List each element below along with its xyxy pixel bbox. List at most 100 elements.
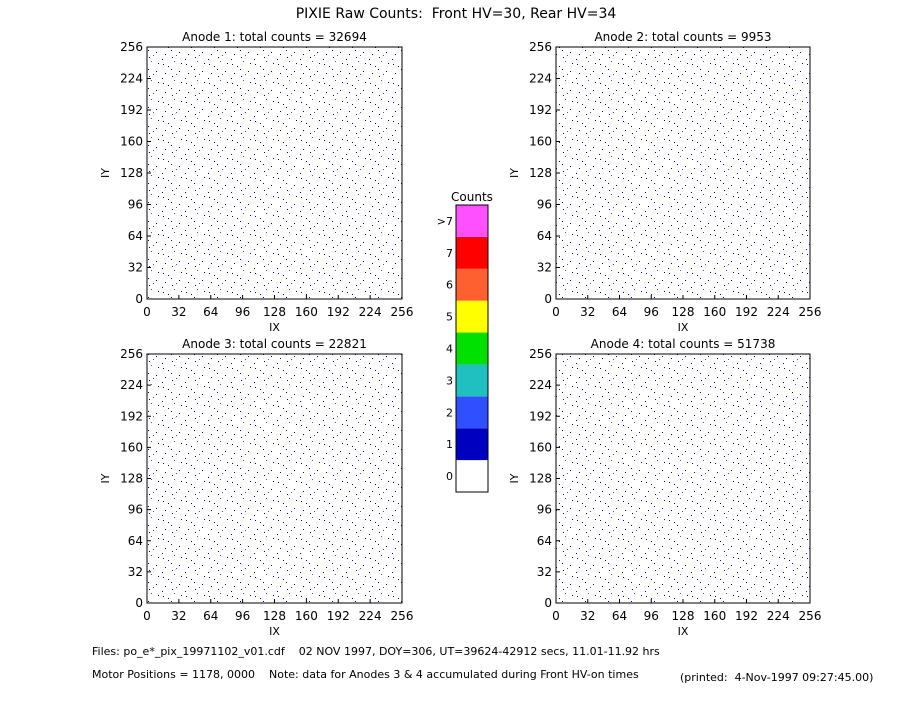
x-tick-label: 64: [203, 305, 218, 319]
x-tick-label: 160: [703, 609, 726, 623]
y-tick-label: 32: [128, 565, 143, 579]
x-axis-label: IX: [269, 625, 280, 638]
x-tick-label: 64: [203, 609, 218, 623]
colorbar-swatch: [456, 460, 488, 492]
y-tick-label: 0: [135, 292, 143, 306]
x-tick-label: 256: [391, 305, 414, 319]
x-axis-label: IX: [678, 321, 689, 334]
y-tick-label: 64: [537, 229, 552, 243]
y-tick-label: 224: [120, 72, 143, 86]
colorbar-swatch: [456, 396, 488, 429]
x-tick-label: 192: [327, 609, 350, 623]
y-tick-label: 160: [120, 135, 143, 149]
colorbar-swatch: [456, 332, 488, 365]
x-tick-label: 32: [171, 305, 186, 319]
y-tick-label: 192: [529, 103, 552, 117]
x-axis-label: IX: [269, 321, 280, 334]
colorbar-label: 2: [446, 406, 453, 419]
heatmap-texture: [147, 354, 402, 603]
x-tick-label: 64: [612, 305, 627, 319]
x-tick-label: 224: [359, 305, 382, 319]
footer-motor: Motor Positions = 1178, 0000 Note: data …: [92, 668, 639, 681]
colorbar-swatch: [456, 268, 488, 301]
x-tick-label: 128: [263, 305, 286, 319]
x-tick-label: 32: [580, 609, 595, 623]
x-tick-label: 256: [799, 609, 822, 623]
colorbar-swatch: [456, 236, 488, 269]
x-tick-label: 0: [143, 609, 151, 623]
x-tick-label: 160: [295, 305, 318, 319]
x-tick-label: 192: [735, 609, 758, 623]
colorbar-label: 1: [446, 438, 453, 451]
colorbar-label: 4: [446, 343, 453, 356]
y-tick-label: 256: [120, 40, 143, 54]
colorbar-label: 7: [446, 247, 453, 260]
x-tick-label: 96: [235, 609, 250, 623]
y-tick-label: 128: [120, 166, 143, 180]
y-tick-label: 96: [128, 198, 143, 212]
y-tick-label: 128: [529, 472, 552, 486]
colorbar-swatch: [456, 428, 488, 461]
y-tick-label: 96: [537, 503, 552, 517]
y-axis-label: IY: [99, 473, 112, 483]
y-tick-label: 192: [120, 103, 143, 117]
footer-files: Files: po_e*_pix_19971102_v01.cdf 02 NOV…: [92, 645, 660, 658]
x-tick-label: 192: [327, 305, 350, 319]
y-tick-label: 256: [120, 347, 143, 361]
x-axis-label: IX: [678, 625, 689, 638]
y-tick-label: 0: [544, 596, 552, 610]
colorbar-title: Counts: [451, 190, 493, 204]
x-tick-label: 256: [391, 609, 414, 623]
y-tick-label: 160: [529, 135, 552, 149]
footer-printed: (printed: 4-Nov-1997 09:27:45.00): [680, 671, 873, 684]
colorbar-label: 0: [446, 470, 453, 483]
colorbar-label: 3: [446, 374, 453, 387]
colorbar-swatch: [456, 364, 488, 397]
y-tick-label: 224: [529, 72, 552, 86]
colorbar-frame: [455, 204, 489, 493]
page-title: PIXIE Raw Counts: Front HV=30, Rear HV=3…: [296, 6, 617, 22]
panel-title: Anode 4: total counts = 51738: [591, 337, 776, 351]
x-tick-label: 128: [263, 609, 286, 623]
y-tick-label: 256: [529, 40, 552, 54]
y-tick-label: 192: [529, 409, 552, 423]
y-tick-label: 32: [128, 261, 143, 275]
x-tick-label: 128: [672, 305, 695, 319]
y-tick-label: 64: [128, 534, 143, 548]
x-tick-label: 64: [612, 609, 627, 623]
y-tick-label: 0: [544, 292, 552, 306]
x-tick-label: 96: [235, 305, 250, 319]
x-tick-label: 224: [767, 305, 790, 319]
x-tick-label: 192: [735, 305, 758, 319]
colorbar-label: 5: [446, 311, 453, 324]
colorbar-label: >7: [437, 215, 453, 228]
heatmap-texture: [556, 354, 810, 603]
x-tick-label: 32: [171, 609, 186, 623]
x-tick-label: 128: [672, 609, 695, 623]
y-tick-label: 64: [537, 534, 552, 548]
colorbar-swatch: [456, 205, 488, 237]
y-tick-label: 32: [537, 261, 552, 275]
panel-title: Anode 1: total counts = 32694: [182, 30, 367, 44]
y-tick-label: 192: [120, 409, 143, 423]
x-tick-label: 224: [359, 609, 382, 623]
y-axis-label: IY: [99, 168, 112, 178]
x-tick-label: 224: [767, 609, 790, 623]
x-tick-label: 96: [644, 609, 659, 623]
y-tick-label: 128: [120, 472, 143, 486]
x-tick-label: 32: [580, 305, 595, 319]
colorbar-swatch: [456, 300, 488, 333]
heatmap-texture: [556, 47, 810, 299]
panel-title: Anode 3: total counts = 22821: [182, 337, 367, 351]
y-tick-label: 224: [120, 378, 143, 392]
y-tick-label: 32: [537, 565, 552, 579]
colorbar-label: 6: [446, 279, 453, 292]
x-tick-label: 0: [143, 305, 151, 319]
x-tick-label: 160: [295, 609, 318, 623]
y-axis-label: IY: [508, 168, 521, 178]
y-tick-label: 160: [529, 440, 552, 454]
y-tick-label: 96: [537, 198, 552, 212]
y-tick-label: 64: [128, 229, 143, 243]
x-tick-label: 160: [703, 305, 726, 319]
